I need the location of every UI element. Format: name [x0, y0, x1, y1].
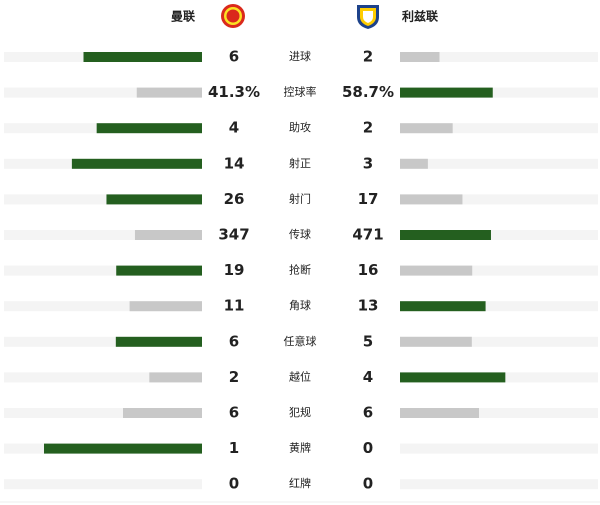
- bar-track: [4, 230, 202, 240]
- home-bar: [44, 443, 202, 454]
- away-bar: [400, 123, 453, 134]
- away-bar: [400, 301, 486, 312]
- bar-track: [400, 265, 598, 276]
- away-bar: [400, 408, 479, 418]
- away-bar: [400, 265, 473, 276]
- away-logo: [357, 5, 379, 29]
- home-bar: [136, 87, 202, 98]
- away-bar: [400, 158, 428, 169]
- home-team: 曼联: [171, 10, 195, 24]
- home-logo: [221, 4, 245, 28]
- away-value: 17: [358, 190, 379, 208]
- stat-label: 红牌: [289, 476, 311, 490]
- home-value: 6: [229, 48, 239, 66]
- stat-label: 射门: [289, 191, 311, 205]
- away-bar: [400, 336, 472, 347]
- bar-track: [400, 443, 598, 454]
- away-value: 2: [363, 48, 373, 66]
- bar-track: [400, 336, 598, 347]
- home-bar: [116, 265, 202, 276]
- stat-label: 控球率: [284, 85, 317, 99]
- away-value: 6: [363, 404, 373, 422]
- bar-track: [4, 87, 202, 98]
- home-value: 1: [229, 439, 239, 457]
- stat-label: 越位: [289, 369, 311, 383]
- home-bar: [123, 408, 202, 418]
- away-value: 5: [363, 332, 373, 350]
- away-value: 58.7%: [342, 83, 394, 101]
- stat-label: 任意球: [284, 334, 317, 348]
- bar-track: [400, 479, 598, 490]
- away-value: 4: [363, 368, 373, 386]
- home-value: 6: [229, 332, 239, 350]
- away-value: 16: [358, 261, 379, 279]
- home-bar: [115, 336, 202, 347]
- stat-label: 射正: [289, 156, 311, 170]
- bar-track: [400, 52, 598, 62]
- home-bar: [149, 372, 202, 383]
- bar-track: [400, 158, 598, 169]
- home-value: 26: [224, 190, 245, 208]
- away-bar: [400, 230, 491, 240]
- stat-label: 犯规: [289, 405, 311, 419]
- bar-track: [4, 301, 202, 312]
- stat-label: 传球: [289, 227, 311, 241]
- bar-track: [400, 230, 598, 240]
- bar-track: [400, 123, 598, 134]
- bar-track: [4, 265, 202, 276]
- away-team: 利兹联: [402, 9, 438, 24]
- bar-track: [400, 301, 598, 312]
- bar-track: [4, 372, 202, 383]
- home-bar: [106, 194, 202, 205]
- home-value: 19: [224, 261, 245, 279]
- home-value: 14: [224, 154, 245, 172]
- away-value: 13: [358, 297, 379, 315]
- home-bar: [129, 301, 202, 312]
- stat-label: 黄牌: [289, 441, 311, 455]
- home-value: 2: [229, 368, 239, 386]
- away-value: 471: [352, 226, 383, 244]
- home-value: 41.3%: [208, 83, 260, 101]
- away-bar: [400, 194, 463, 205]
- home-value: 0: [229, 475, 239, 493]
- away-value: 0: [363, 439, 373, 457]
- bar-track: [4, 408, 202, 418]
- stat-label: 角球: [289, 298, 311, 312]
- home-bar: [96, 123, 202, 134]
- away-value: 2: [363, 119, 373, 137]
- home-value: 11: [224, 297, 245, 315]
- home-bar: [83, 52, 202, 62]
- away-bar: [400, 52, 440, 62]
- bar-track: [4, 194, 202, 205]
- away-bar: [400, 372, 506, 383]
- bar-track: [4, 336, 202, 347]
- stat-label: 抢断: [289, 263, 311, 277]
- away-bar: [400, 87, 493, 98]
- home-bar: [134, 230, 202, 240]
- home-bar: [71, 158, 202, 169]
- away-value: 3: [363, 154, 373, 172]
- stat-label: 助攻: [289, 120, 311, 134]
- away-value: 0: [363, 475, 373, 493]
- bar-track: [4, 479, 202, 490]
- bar-track: [400, 87, 598, 98]
- stat-label: 进球: [289, 49, 311, 63]
- bar-track: [400, 194, 598, 205]
- home-value: 347: [218, 226, 249, 244]
- bar-track: [400, 408, 598, 418]
- home-value: 4: [229, 119, 239, 137]
- home-value: 6: [229, 404, 239, 422]
